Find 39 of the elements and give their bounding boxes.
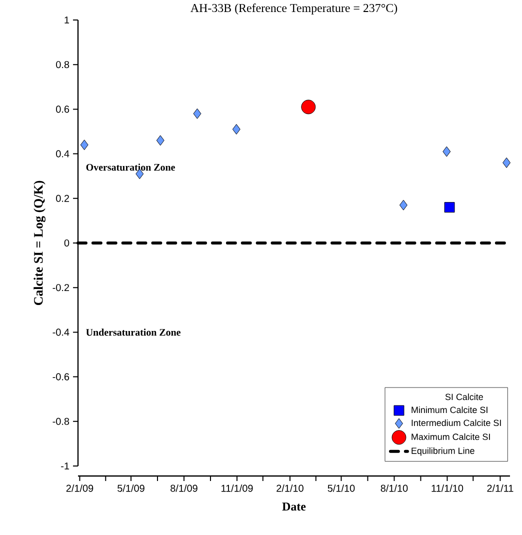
point xyxy=(442,146,451,157)
x-tick-label: 5/1/09 xyxy=(118,484,144,492)
chart-title: AH-33B (Reference Temperature = 237°C) xyxy=(190,4,398,14)
legend-label: Maximum Calcite SI xyxy=(412,433,490,440)
x-tick-label: 5/1/10 xyxy=(328,484,355,492)
x-tick-label: 11/1/10 xyxy=(432,484,464,492)
x-tick-label: 2/1/09 xyxy=(66,484,94,492)
y-tick-label: -0.2 xyxy=(52,284,70,292)
y-tick-label: 0.2 xyxy=(56,194,70,202)
y-tick-label: -0.8 xyxy=(52,418,70,425)
y-tick-label: 1 xyxy=(64,16,70,24)
point xyxy=(80,140,88,150)
point xyxy=(232,124,240,134)
x-tick-label: 2/1/10 xyxy=(276,484,304,492)
point xyxy=(193,108,202,119)
y-tick-label: -0.4 xyxy=(52,328,70,336)
point xyxy=(399,200,408,210)
point xyxy=(156,135,164,146)
point xyxy=(502,157,511,168)
point xyxy=(301,100,316,114)
y-tick-label: 0.4 xyxy=(56,150,70,158)
legend-label: Intermedium Calcite SI xyxy=(412,419,501,426)
y-tick-label: -1 xyxy=(61,462,70,470)
y-tick-label: 0 xyxy=(64,239,70,247)
x-axis-title: Date xyxy=(282,502,306,511)
legend-title: SI Calcite xyxy=(445,394,483,400)
point xyxy=(444,202,455,213)
x-tick-label: 2/1/11 xyxy=(487,484,514,492)
x-tick-label: 8/1/10 xyxy=(380,484,408,492)
x-tick-label: 11/1/09 xyxy=(221,484,253,492)
annotation: Undersaturation Zone xyxy=(86,328,180,336)
annotation: Oversaturation Zone xyxy=(86,164,175,171)
y-tick-label: -0.6 xyxy=(52,373,70,380)
x-tick-label: 8/1/09 xyxy=(170,484,198,492)
legend-label: Equilibrium Line xyxy=(412,447,474,456)
legend-label: Minimum Calcite SI xyxy=(412,406,488,414)
y-axis-title: Calcite SI = Log (Q/K) xyxy=(34,180,46,306)
y-tick-label: 0.8 xyxy=(56,61,70,68)
y-tick-label: 0.6 xyxy=(56,106,70,113)
